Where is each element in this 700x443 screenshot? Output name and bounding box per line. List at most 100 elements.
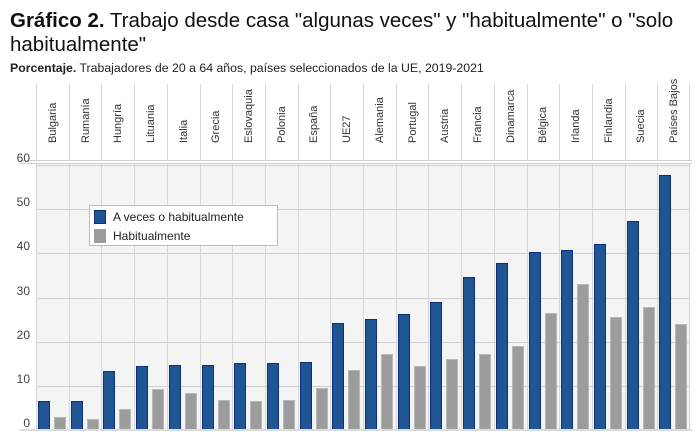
category-label: España <box>308 105 321 143</box>
bar-habitualmente-portugal <box>413 365 426 430</box>
bar-habitualmente-polonia <box>282 399 295 430</box>
chart-subtitle-bold: Porcentaje. <box>10 61 77 75</box>
column-divider <box>68 164 70 430</box>
column-divider <box>232 164 234 430</box>
column-divider <box>461 164 463 430</box>
legend-swatch-blue-icon <box>94 210 106 224</box>
column-divider <box>297 164 299 430</box>
category-header: Italia <box>166 84 200 161</box>
gridline-10 <box>36 385 689 387</box>
gridline-40 <box>36 253 689 255</box>
category-header: Lituania <box>134 84 167 161</box>
chart-subtitle-text: Trabajadores de 20 a 64 años, <box>76 61 250 75</box>
chart-title-text: Trabajo desde casa "algunas veces" y "ha… <box>10 9 674 56</box>
bar-habitualmente-eslovaquia <box>250 401 263 430</box>
plot-area <box>36 164 690 430</box>
chart-subtitle-bold-2: países seleccionados de la UE, 2019-2021 <box>249 61 484 75</box>
legend: A veces o habitualmente Habitualmente <box>89 205 278 246</box>
bar-a-veces-lituania <box>136 366 149 430</box>
category-header: Irlanda <box>559 84 592 161</box>
bar-habitualmente-irlanda <box>577 284 590 430</box>
column-divider <box>657 164 659 430</box>
gridline-20 <box>36 341 689 343</box>
category-label: Suecia <box>635 109 648 143</box>
chart-subtitle: Porcentaje. Trabajadores de 20 a 64 años… <box>10 61 700 75</box>
bar-habitualmente-alemania <box>381 353 393 430</box>
bar-habitualmente-países-bajos <box>675 324 688 430</box>
chart-title-bold: Gráfico 2. <box>10 9 105 32</box>
column-divider <box>101 164 103 430</box>
category-header: Eslovaquia <box>232 84 265 161</box>
bar-habitualmente-austria <box>446 358 459 430</box>
category-header: UE27 <box>330 84 363 161</box>
category-header: Alemania <box>363 84 396 161</box>
column-divider <box>526 164 528 430</box>
column-divider <box>363 164 364 430</box>
category-header: Francia <box>461 84 494 161</box>
bar-a-veces-bélgica <box>528 252 541 430</box>
bar-a-veces-austria <box>430 301 443 430</box>
category-header: Finlandia <box>591 84 625 161</box>
category-header: Hungría <box>101 84 134 161</box>
category-label: Francia <box>471 106 484 143</box>
column-divider <box>395 164 397 430</box>
x-axis-baseline <box>20 429 692 431</box>
column-divider <box>264 164 266 430</box>
column-divider <box>330 164 332 430</box>
y-tick-label: 20 <box>16 327 30 342</box>
category-label: Bulgaria <box>46 102 59 143</box>
category-label: Polonia <box>275 106 288 143</box>
bar-habitualmente-suecia <box>642 307 655 430</box>
bar-a-veces-países-bajos <box>659 175 672 430</box>
bar-a-veces-hungría <box>103 371 116 430</box>
category-label: Alemania <box>373 97 386 143</box>
bar-habitualmente-dinamarca <box>511 346 524 430</box>
column-divider <box>134 164 136 430</box>
bar-habitualmente-lituania <box>152 388 165 430</box>
category-header: Portugal <box>395 84 429 161</box>
legend-swatch-grey-icon <box>94 229 106 243</box>
bar-a-veces-francia <box>463 276 476 430</box>
category-label: Grecia <box>210 110 223 143</box>
bar-habitualmente-grecia <box>217 399 230 430</box>
bar-a-veces-portugal <box>397 314 410 430</box>
legend-label: A veces o habitualmente <box>113 210 244 224</box>
column-divider <box>166 164 168 430</box>
column-divider <box>428 164 430 430</box>
category-label: Eslovaquia <box>243 89 256 143</box>
bar-a-veces-finlandia <box>593 243 606 430</box>
category-header: Dinamarca <box>493 84 527 161</box>
legend-label: Habitualmente <box>113 229 191 243</box>
category-label: Irlanda <box>570 109 583 143</box>
gridline-50 <box>36 209 689 211</box>
bar-a-veces-bulgaria <box>38 401 50 430</box>
category-header: Austria <box>428 84 461 161</box>
bar-a-veces-eslovaquia <box>234 363 247 430</box>
bar-a-veces-polonia <box>266 362 279 430</box>
column-divider <box>199 164 201 430</box>
category-header: Grecia <box>199 84 233 161</box>
category-header: Países Bajos <box>657 79 690 161</box>
column-divider <box>36 164 37 430</box>
category-label: Dinamarca <box>504 89 517 143</box>
bar-a-veces-ue27 <box>332 323 345 430</box>
bar-habitualmente-italia <box>184 392 197 430</box>
bar-a-veces-dinamarca <box>495 263 508 430</box>
category-label: Rumanía <box>79 98 92 143</box>
category-label: Hungría <box>112 103 125 143</box>
legend-item-habitualmente: Habitualmente <box>94 228 190 244</box>
category-header-row: Bulgaria Rumanía Hungría Lituania Italia Grec… <box>36 79 690 161</box>
y-tick-label: 0 <box>23 416 30 430</box>
bar-habitualmente-ue27 <box>348 370 361 430</box>
chart-title: Gráfico 2. Trabajo desde casa "algunas v… <box>10 9 690 57</box>
category-label: UE27 <box>341 115 354 143</box>
bar-a-veces-suecia <box>626 220 639 430</box>
bar-a-veces-grecia <box>201 364 214 430</box>
category-label: Países Bajos <box>667 78 680 143</box>
bar-habitualmente-bélgica <box>544 312 557 430</box>
category-label: Finlandia <box>602 98 615 143</box>
bar-a-veces-alemania <box>365 319 377 430</box>
category-header: Suecia <box>624 84 658 161</box>
gridline-60 <box>36 165 689 166</box>
bar-habitualmente-españa <box>315 388 328 430</box>
